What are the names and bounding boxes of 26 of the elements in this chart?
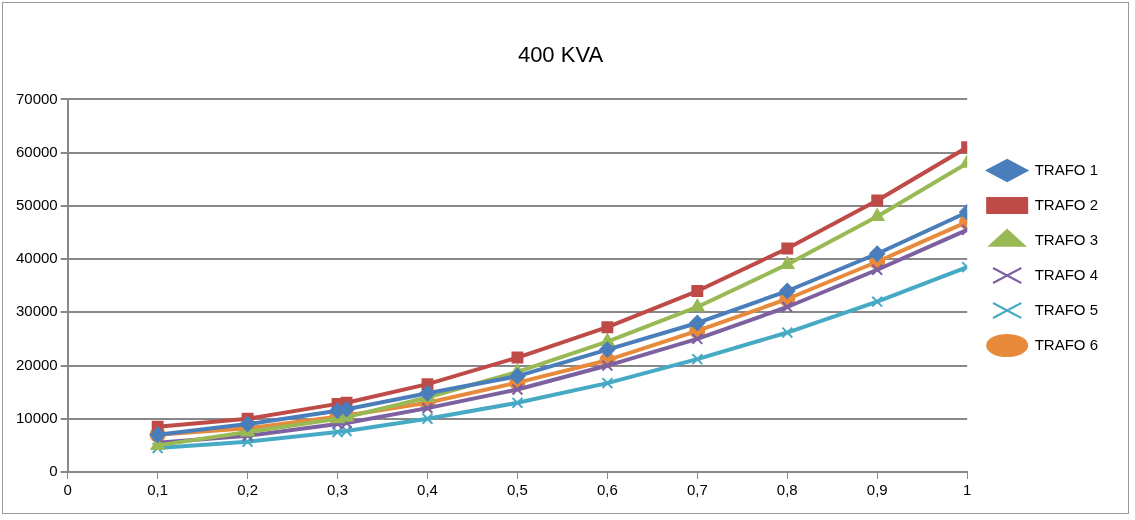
y-tick-label: 70000 [15, 89, 58, 107]
x-tick-label: 0,6 [596, 481, 618, 499]
legend-label: TRAFO 3 [1034, 230, 1098, 248]
x-tick-label: 0,5 [507, 481, 528, 499]
legend-label: TRAFO 6 [1034, 335, 1098, 353]
x-tick-label: 0,8 [776, 481, 798, 499]
y-tick-label: 40000 [15, 249, 58, 267]
y-tick-label: 0 [49, 462, 58, 480]
x-tick-label: 0,2 [237, 481, 259, 499]
y-tick-label: 30000 [15, 302, 58, 320]
legend-label: TRAFO 1 [1034, 160, 1098, 178]
x-tick-label: 0,4 [417, 481, 438, 499]
x-tick-label: 1 [962, 481, 972, 499]
x-tick-label: 0 [63, 481, 72, 499]
x-tick-label: 0,9 [866, 481, 888, 499]
y-tick-label: 10000 [15, 408, 58, 426]
legend-label: TRAFO 5 [1034, 300, 1098, 318]
legend-label: TRAFO 4 [1034, 265, 1098, 283]
y-tick-label: 60000 [15, 142, 58, 160]
y-tick-label: 50000 [15, 196, 58, 213]
x-tick-label: 0,3 [327, 481, 348, 499]
y-tick-label: 20000 [15, 355, 58, 373]
legend-label: TRAFO 2 [1034, 195, 1098, 213]
x-tick-label: 0,1 [147, 481, 169, 499]
chart-title: 400 KVA [517, 42, 604, 68]
x-tick-label: 0,7 [686, 481, 708, 499]
